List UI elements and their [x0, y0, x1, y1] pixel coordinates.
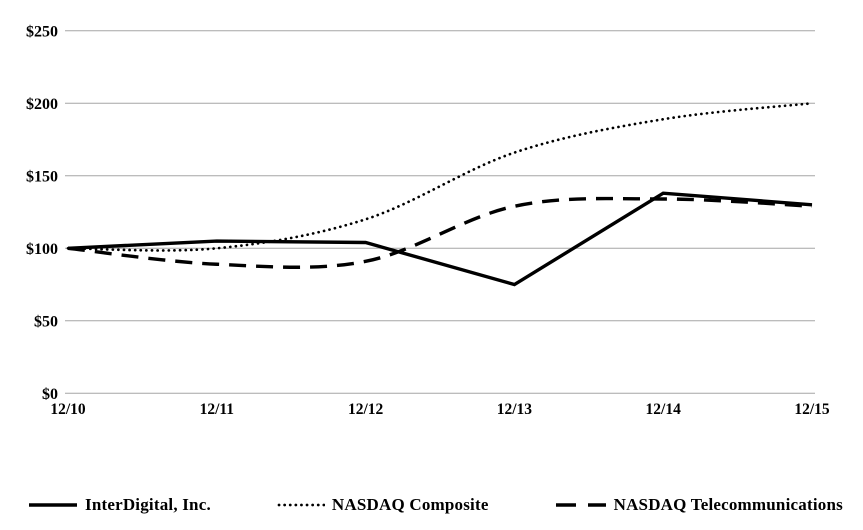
series-line-nasdaq-telecommunications: [67, 196, 813, 269]
solid-line-swatch: [29, 503, 77, 507]
y-tick-label: $100: [26, 241, 58, 258]
legend-item-interdigital: InterDigital, Inc.: [28, 495, 211, 515]
legend-label-nasdaq-composite: NASDAQ Composite: [331, 495, 489, 514]
series-line-interdigital-inc: [67, 191, 813, 287]
x-tick-label: 12/14: [646, 401, 682, 418]
dashed-line-swatch: [555, 503, 606, 507]
legend-item-nasdaq-composite: NASDAQ Composite: [277, 495, 489, 515]
dotted-line-swatch: [277, 503, 325, 507]
y-tick-label: $150: [26, 168, 58, 185]
legend: InterDigital, Inc. NASDAQ Composite NASD…: [28, 490, 843, 520]
y-tick-label: $200: [26, 96, 58, 113]
plot-area: $0 $50 $100 $150 $200 $250 12/10 12/11 12/12 12/1…: [26, 23, 830, 418]
x-tick-label: 12/10: [50, 401, 86, 418]
x-tick-label: 12/12: [348, 401, 384, 418]
legend-label-nasdaq-telecom: NASDAQ Telecommunications: [613, 495, 843, 514]
x-tick-label: 12/15: [794, 401, 830, 418]
x-tick-label: 12/13: [497, 401, 533, 418]
y-tick-label: $250: [26, 23, 58, 40]
y-tick-label: $0: [42, 386, 58, 403]
x-tick-label: 12/11: [200, 401, 234, 418]
y-tick-label: $50: [34, 313, 58, 330]
legend-label-interdigital: InterDigital, Inc.: [85, 495, 211, 514]
legend-item-nasdaq-telecom: NASDAQ Telecommunications: [555, 495, 843, 515]
series-line-nasdaq-composite: [66, 101, 814, 252]
